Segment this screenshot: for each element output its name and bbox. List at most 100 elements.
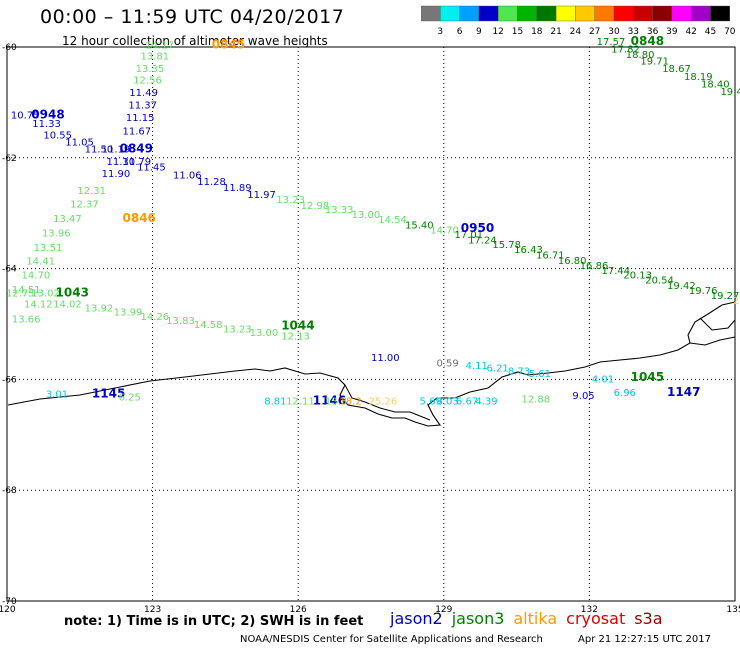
wave-height-label: 11.19: [102, 144, 131, 155]
wave-height-label: 11.79: [123, 157, 152, 168]
wave-height-label: 14.58: [194, 320, 223, 331]
legend-altika: altika: [513, 609, 558, 628]
wave-height-label: 14.26: [140, 312, 169, 323]
wave-height-label: 11.89: [223, 183, 252, 194]
colorbar-tick-label: 24: [569, 27, 582, 37]
wave-height-label: 13.99: [114, 308, 143, 319]
longitude-label: 132: [581, 605, 598, 615]
latitude-label: -68: [2, 486, 17, 496]
wave-height-label: 17.44: [602, 266, 631, 277]
wave-height-label: 16.71: [536, 251, 565, 262]
pass-time-label: 1045: [631, 370, 664, 384]
graticule: [7, 47, 735, 601]
coastal-promontory: [689, 317, 736, 346]
wave-height-label: 13.66: [12, 314, 41, 325]
wave-height-label: 13.02: [31, 288, 60, 299]
wave-height-label: 12.37: [70, 200, 99, 211]
wave-height-label: 11.15: [126, 113, 155, 124]
wave-height-label: 11.28: [197, 177, 226, 188]
colorbar-tick-label: 18: [531, 27, 543, 37]
wave-height-label: 18.19: [684, 72, 713, 83]
wave-height-label: 9.05: [572, 391, 594, 402]
wave-height-label: 14.70: [22, 271, 51, 282]
wave-height-label: 11.00: [371, 353, 400, 364]
wave-height-label: 8.03: [437, 396, 459, 407]
colorbar-tick-label: 45: [704, 27, 717, 37]
pass-time-label: 0845: [212, 38, 245, 52]
wave-height-label: 18.80: [626, 50, 655, 61]
wave-height-label: 11.50: [85, 144, 114, 155]
wave-height-label: 12.88: [521, 395, 550, 406]
longitude-label: 129: [435, 605, 452, 615]
wave-height-label: 6.67: [456, 396, 478, 407]
pass-time-label: 1145: [92, 387, 125, 401]
wave-height-label: 11.49: [129, 88, 158, 99]
wave-height-label: 12.13: [281, 332, 310, 343]
wave-height-label: 12.56: [133, 76, 162, 87]
wave-height-label: 18.2: [339, 396, 361, 407]
wave-height-label: 16.43: [514, 245, 543, 256]
colorbar-tick-label: 27: [588, 27, 601, 37]
pass-time-label: 0846: [123, 211, 156, 225]
colorbar-tick-label: 33: [627, 27, 640, 37]
wave-height-label: 11.97: [247, 190, 276, 201]
wave-height-label: 11.30: [106, 157, 135, 168]
wave-height-label: 17.57: [597, 37, 626, 48]
longitude-label: 123: [144, 605, 161, 615]
latitude-label: -70: [2, 597, 17, 607]
wave-height-label: 18.67: [662, 64, 691, 75]
wave-height-label: 0.59: [437, 359, 459, 370]
wave-height-label: 6.96: [614, 388, 636, 399]
wave-height-label: 13.96: [42, 228, 71, 239]
wave-height-label: 19.42: [667, 281, 696, 292]
wave-height-label: 6.21: [487, 364, 509, 375]
wave-height-label: 12.11: [286, 396, 315, 407]
wave-height-label: 11.67: [123, 127, 152, 138]
wave-height-label: 8.81: [264, 396, 286, 407]
wave-height-label: 10.75: [11, 110, 40, 121]
pass-time-label: 1044: [281, 319, 314, 333]
wave-height-label: 11.37: [128, 100, 157, 111]
wave-height-label: 12.75: [6, 288, 35, 299]
wave-height-label: 13.92: [85, 303, 114, 314]
pass-time-label: 0948: [31, 107, 64, 121]
wave-height-label: 18.40: [701, 79, 730, 90]
ice-shelf-edge: [344, 384, 431, 421]
wave-height-label: 19.76: [689, 286, 718, 297]
wave-height-label: 5.61: [529, 369, 551, 380]
wave-height-label: 16.80: [558, 256, 587, 267]
wave-height-label: 10.55: [43, 130, 72, 141]
legend-jason3: jason3: [451, 609, 505, 628]
pass-time-label: 1146: [313, 393, 346, 407]
wave-height-label: 13.33: [325, 205, 354, 216]
legend-s3a: s3a: [634, 609, 663, 628]
wave-height-label: 11.06: [173, 170, 202, 181]
pass-time-label: 1147: [667, 385, 700, 399]
wave-height-label: 15.78: [492, 240, 521, 251]
wave-height-label: 21.82: [733, 296, 740, 307]
pass-time-label: 0950: [461, 221, 494, 235]
wave-height-label: 13.47: [53, 214, 82, 225]
colorbar-tick-label: 39: [666, 27, 678, 37]
satellite-legend: jason2 jason3 altika cryosat s3a: [390, 609, 672, 628]
colorbar-tick-label: 42: [685, 27, 697, 37]
map-subtitle: 12 hour collection of altimeter wave hei…: [62, 34, 328, 48]
colorbar-tick-label: 6: [456, 27, 463, 37]
wave-height-label: 17.82: [611, 45, 640, 56]
wave-height-label: 13.00: [250, 328, 279, 339]
wave-height-label: 5.69: [420, 396, 442, 407]
antarctic-coastline: [7, 301, 736, 427]
wave-height-label: 19.27: [711, 291, 740, 302]
wave-height-label: 15.40: [405, 221, 434, 232]
colorbar-tick-label: 30: [608, 27, 620, 37]
wave-height-label: 6.25: [119, 392, 141, 403]
wave-height-label: 11.33: [32, 119, 61, 130]
footer-note: note: 1) Time is in UTC; 2) SWH is in fe…: [64, 614, 364, 629]
pass-time-label: 0849: [120, 141, 153, 155]
wave-height-label: 14.70: [430, 226, 459, 237]
wave-height-label: 16.86: [580, 261, 609, 272]
